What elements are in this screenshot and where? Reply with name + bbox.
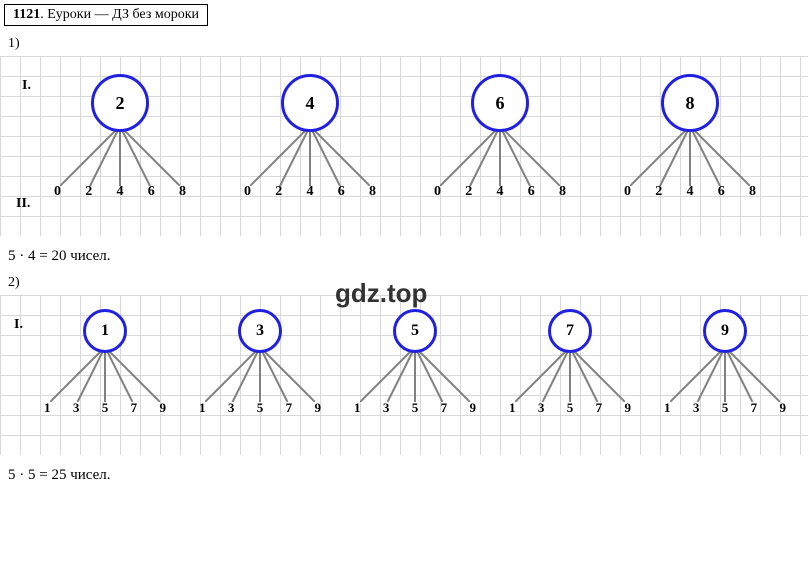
- tree-node: 602468: [440, 74, 560, 132]
- roman-I-2: I.: [14, 317, 23, 333]
- leaf-value: 2: [85, 184, 92, 200]
- circle-node: 2: [91, 74, 149, 132]
- leaf-value: 7: [751, 400, 758, 416]
- circle-node: 3: [238, 309, 282, 353]
- leaf-value: 0: [434, 184, 441, 200]
- leaf-value: 9: [470, 400, 477, 416]
- branch-lines: [250, 126, 370, 191]
- leaf-value: 7: [131, 400, 138, 416]
- leaf-value: 3: [538, 400, 545, 416]
- tree-node: 313579: [205, 309, 315, 353]
- leaf-value: 2: [465, 184, 472, 200]
- leaf-value: 3: [73, 400, 80, 416]
- circle-node: 8: [661, 74, 719, 132]
- subproblem-1-label: 1): [8, 36, 808, 52]
- leaves-row: 1 3 5 7 9: [44, 400, 166, 416]
- circle-node: 6: [471, 74, 529, 132]
- leaf-value: 0: [54, 184, 61, 200]
- leaf-value: 1: [664, 400, 671, 416]
- leaf-value: 8: [369, 184, 376, 200]
- branch-lines: [515, 347, 625, 407]
- tree-node: 713579: [515, 309, 625, 353]
- circle-node: 4: [281, 74, 339, 132]
- circle-node: 1: [83, 309, 127, 353]
- branch-lines: [60, 126, 180, 191]
- leaves-row: 0 2 4 6 8: [624, 184, 756, 200]
- leaves-row: 1 3 5 7 9: [354, 400, 476, 416]
- header-text: . Еуроки — ДЗ без мороки: [40, 7, 199, 22]
- leaves-row: 0 2 4 6 8: [434, 184, 566, 200]
- branch-lines: [360, 347, 470, 407]
- leaves-row: 1 3 5 7 9: [664, 400, 786, 416]
- leaves-row: 0 2 4 6 8: [54, 184, 186, 200]
- leaf-value: 9: [625, 400, 632, 416]
- leaf-value: 4: [687, 184, 694, 200]
- grid-area-1: I. II. 202468402468602468802468: [0, 56, 808, 236]
- leaves-row: 0 2 4 6 8: [244, 184, 376, 200]
- roman-I-1: I.: [22, 78, 31, 94]
- circle-node: 5: [393, 309, 437, 353]
- leaf-value: 2: [275, 184, 282, 200]
- roman-II-1: II.: [16, 196, 30, 212]
- leaf-value: 9: [315, 400, 322, 416]
- leaf-value: 6: [148, 184, 155, 200]
- leaf-value: 3: [228, 400, 235, 416]
- leaf-value: 5: [412, 400, 419, 416]
- leaf-value: 5: [257, 400, 264, 416]
- circle-node: 9: [703, 309, 747, 353]
- leaves-row: 1 3 5 7 9: [199, 400, 321, 416]
- leaf-value: 1: [354, 400, 361, 416]
- leaf-value: 1: [509, 400, 516, 416]
- problem-number: 1121: [13, 7, 40, 22]
- leaf-value: 5: [567, 400, 574, 416]
- leaf-value: 8: [559, 184, 566, 200]
- branch-lines: [205, 347, 315, 407]
- branch-lines: [50, 347, 160, 407]
- watermark: gdz.top: [335, 278, 427, 309]
- tree-node: 113579: [50, 309, 160, 353]
- tree-node: 913579: [670, 309, 780, 353]
- leaf-value: 7: [286, 400, 293, 416]
- leaf-value: 3: [693, 400, 700, 416]
- leaf-value: 7: [441, 400, 448, 416]
- tree-node: 202468: [60, 74, 180, 132]
- leaf-value: 9: [780, 400, 787, 416]
- grid-area-2: I. 113579313579513579713579913579: [0, 295, 808, 455]
- leaf-value: 6: [528, 184, 535, 200]
- leaf-value: 4: [497, 184, 504, 200]
- tree-node: 513579: [360, 309, 470, 353]
- leaf-value: 9: [160, 400, 167, 416]
- leaf-value: 4: [307, 184, 314, 200]
- leaf-value: 2: [655, 184, 662, 200]
- leaf-value: 3: [383, 400, 390, 416]
- leaf-value: 5: [722, 400, 729, 416]
- tree-node: 402468: [250, 74, 370, 132]
- branch-lines: [630, 126, 750, 191]
- leaf-value: 1: [199, 400, 206, 416]
- answer-2: 5 · 5 = 25 чисел.: [8, 467, 808, 484]
- leaf-value: 0: [244, 184, 251, 200]
- leaf-value: 4: [117, 184, 124, 200]
- leaf-value: 6: [338, 184, 345, 200]
- circle-node: 7: [548, 309, 592, 353]
- answer-1: 5 · 4 = 20 чисел.: [8, 248, 808, 265]
- leaf-value: 5: [102, 400, 109, 416]
- leaf-value: 6: [718, 184, 725, 200]
- leaf-value: 0: [624, 184, 631, 200]
- leaf-value: 8: [749, 184, 756, 200]
- leaf-value: 7: [596, 400, 603, 416]
- leaves-row: 1 3 5 7 9: [509, 400, 631, 416]
- branch-lines: [440, 126, 560, 191]
- leaf-value: 1: [44, 400, 51, 416]
- branch-lines: [670, 347, 780, 407]
- header-box: 1121. Еуроки — ДЗ без мороки: [4, 4, 208, 26]
- tree-node: 802468: [630, 74, 750, 132]
- leaf-value: 8: [179, 184, 186, 200]
